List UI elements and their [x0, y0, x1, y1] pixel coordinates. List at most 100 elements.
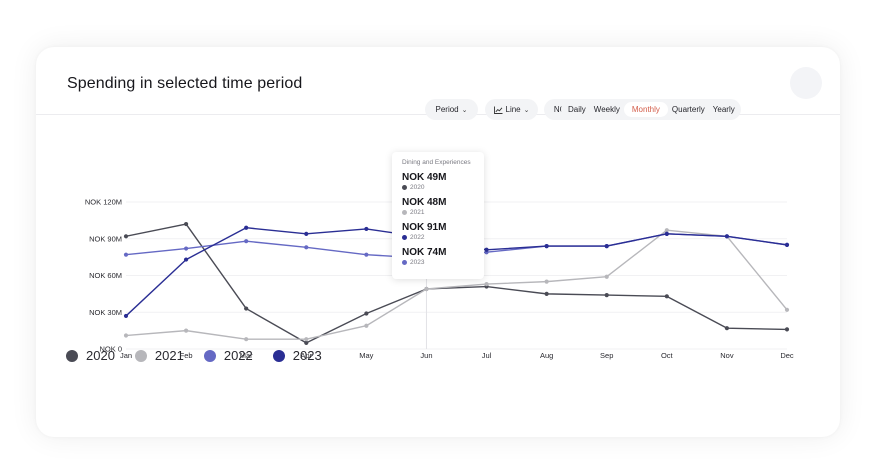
- data-point[interactable]: [484, 247, 489, 252]
- data-point[interactable]: [784, 307, 790, 312]
- data-point[interactable]: [123, 234, 129, 239]
- line-chart-icon: [493, 106, 502, 114]
- y-tick-label: NOK 0: [99, 345, 122, 354]
- legend-dot: [66, 349, 78, 362]
- granularity-weekly[interactable]: Weekly: [593, 105, 620, 114]
- tooltip-entry: NOK 74M 2023: [402, 247, 474, 266]
- tooltip-value: NOK 74M: [402, 247, 447, 258]
- tooltip-entry: NOK 49M 2020: [402, 172, 474, 191]
- x-tick-label: Mar: [240, 351, 253, 360]
- chart-type-label: Line: [505, 105, 521, 114]
- tooltip-title: Dining and Experiences: [402, 159, 471, 166]
- data-point[interactable]: [604, 244, 609, 249]
- data-point[interactable]: [244, 239, 249, 244]
- legend-label: 2023: [292, 348, 322, 363]
- data-point[interactable]: [183, 246, 189, 251]
- data-point[interactable]: [244, 337, 249, 342]
- data-point[interactable]: [244, 306, 249, 311]
- tooltip-entry: NOK 48M 2021: [402, 197, 474, 216]
- data-point[interactable]: [183, 328, 189, 333]
- series-2020: [123, 221, 790, 345]
- y-axis-ticks: NOK 0 NOK 30M NOK 60M NOK 90M NOK 120M: [85, 198, 122, 354]
- legend-dot: [134, 349, 147, 362]
- x-tick-label: Jul: [482, 351, 492, 360]
- series-line: [125, 229, 788, 340]
- period-label: Period: [435, 105, 459, 114]
- data-point[interactable]: [244, 225, 249, 230]
- x-tick-label: Aug: [540, 351, 553, 360]
- granularity-daily[interactable]: Daily: [568, 105, 586, 114]
- legend-dot: [272, 349, 285, 362]
- x-tick-label: Nov: [720, 351, 734, 360]
- y-tick-label: NOK 30M: [89, 308, 122, 317]
- series-color-dot: [402, 210, 407, 215]
- data-point[interactable]: [544, 279, 549, 284]
- data-point[interactable]: [424, 286, 429, 292]
- legend-item[interactable]: 2021: [134, 348, 184, 363]
- data-point[interactable]: [664, 294, 669, 299]
- data-point[interactable]: [304, 340, 309, 345]
- data-point[interactable]: [364, 252, 369, 257]
- data-point[interactable]: [183, 257, 189, 262]
- y-tick-label: NOK 120M: [85, 198, 122, 207]
- tooltip-entry: NOK 91M 2022: [402, 222, 474, 241]
- data-point[interactable]: [123, 252, 129, 257]
- y-tick-label: NOK 60M: [89, 271, 122, 280]
- x-tick-label: Sep: [600, 351, 613, 360]
- data-point[interactable]: [364, 226, 369, 232]
- tooltip-year: 2022: [410, 234, 425, 241]
- granularity-monthly[interactable]: Monthly: [623, 102, 668, 117]
- tooltip-year: 2023: [410, 259, 425, 266]
- granularity-yearly[interactable]: Yearly: [712, 105, 735, 114]
- data-point[interactable]: [544, 244, 549, 249]
- data-point[interactable]: [364, 311, 369, 316]
- chart-legend: 2020 2021 2022 2023: [66, 348, 322, 363]
- chevron-down-icon: ⌄: [523, 106, 530, 114]
- series-color-dot: [402, 260, 407, 265]
- data-point[interactable]: [304, 245, 309, 250]
- data-point[interactable]: [724, 234, 730, 239]
- data-point[interactable]: [784, 327, 790, 332]
- x-tick-label: Jun: [420, 351, 432, 360]
- chart-tooltip: Dining and Experiences NOK 49M 2020 NOK …: [392, 152, 484, 279]
- header-action-button[interactable]: [790, 67, 822, 99]
- x-tick-label: Dec: [780, 351, 794, 360]
- tooltip-year: 2020: [410, 184, 425, 191]
- data-point[interactable]: [484, 281, 489, 287]
- data-point[interactable]: [304, 337, 309, 342]
- legend-item[interactable]: 2023: [272, 348, 322, 363]
- legend-label: 2021: [154, 348, 184, 363]
- x-tick-label: May: [359, 351, 373, 360]
- data-point[interactable]: [304, 231, 309, 236]
- tooltip-value: NOK 49M: [402, 172, 447, 183]
- x-tick-label: Jan: [120, 351, 132, 360]
- legend-label: 2022: [223, 348, 253, 363]
- granularity-toggle: Daily Weekly Monthly Quarterly Yearly: [561, 99, 741, 120]
- card-title: Spending in selected time period: [67, 75, 303, 92]
- data-point[interactable]: [604, 293, 609, 298]
- chart-type-dropdown[interactable]: Line ⌄: [485, 99, 538, 120]
- tooltip-value: NOK 91M: [402, 222, 447, 233]
- legend-item[interactable]: 2022: [203, 348, 253, 363]
- chart-series: [123, 221, 790, 345]
- data-point[interactable]: [664, 228, 669, 233]
- series-color-dot: [402, 235, 407, 240]
- series-color-dot: [402, 185, 407, 190]
- data-point[interactable]: [123, 333, 129, 338]
- data-point[interactable]: [724, 326, 730, 331]
- data-point[interactable]: [664, 231, 669, 236]
- period-dropdown[interactable]: Period ⌄: [425, 99, 478, 120]
- data-point[interactable]: [604, 274, 609, 279]
- data-point[interactable]: [123, 313, 129, 319]
- y-tick-label: NOK 90M: [89, 234, 122, 243]
- chevron-down-icon: ⌄: [461, 106, 468, 114]
- data-point[interactable]: [544, 291, 549, 296]
- x-tick-label: Apr: [300, 351, 312, 360]
- data-point[interactable]: [364, 323, 369, 328]
- x-axis-ticks: Jan Feb Mar Apr May Jun Jul Aug Sep Oct Nov Dec: [120, 351, 794, 360]
- data-point[interactable]: [784, 242, 790, 247]
- granularity-quarterly[interactable]: Quarterly: [671, 105, 705, 114]
- series-line: [125, 223, 788, 344]
- legend-item[interactable]: 2020: [66, 348, 115, 363]
- data-point[interactable]: [183, 221, 189, 227]
